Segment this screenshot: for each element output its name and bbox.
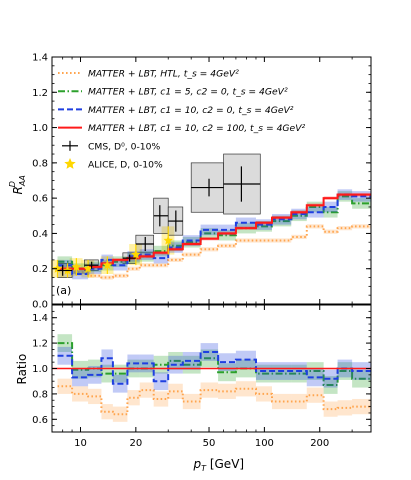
top-panel: 0.0 0.2 0.4 0.6 0.8 1.0 1.2 1.4 (a) RAAD [8, 53, 372, 311]
htl-band [323, 229, 338, 234]
legend-label: MATTER + LBT, c1 = 10, c2 = 0, t_s = 4Ge… [88, 105, 294, 116]
legend-label: MATTER + LBT, c1 = 5, c2 = 0, t_s = 4GeV… [88, 87, 288, 98]
y-tick-label: 0.6 [32, 194, 48, 205]
htl-band [235, 238, 256, 243]
legend: MATTER + LBT, HTL, t_s = 4GeV² MATTER + L… [58, 69, 305, 171]
c1_10-band [306, 206, 324, 218]
c1_5-line-ratio [57, 342, 371, 386]
bottom-ylabel: Ratio [15, 354, 29, 385]
htl-band [72, 270, 89, 275]
x-label-unit: [GeV] [206, 457, 244, 471]
alice-point [163, 235, 173, 245]
htl-band [112, 406, 128, 422]
c1_10-band [255, 219, 272, 230]
x-tick-label: 100 [255, 438, 274, 449]
htl-line-ratio [57, 385, 371, 416]
htl-band [337, 400, 353, 416]
legend-label: MATTER + LBT, c1 = 10, c2 = 100, t_s = 4… [88, 123, 305, 134]
c1_10-band [291, 208, 307, 220]
top-ylabel-sub: AA [18, 175, 27, 187]
c1_10-band [168, 242, 183, 253]
y-tick-label: 1.2 [32, 88, 48, 99]
c1_5-band [291, 210, 307, 222]
y-tick-label: 1.4 [32, 313, 48, 324]
htl-band [88, 388, 102, 405]
htl-band [306, 387, 324, 403]
c1_10-band [182, 351, 201, 370]
htl-band [218, 243, 236, 248]
htl-band [168, 383, 183, 399]
c1_5-band [352, 198, 371, 209]
htl-band [200, 382, 219, 398]
top-ylabel: RAAD [8, 175, 27, 194]
panel-label: (a) [56, 284, 71, 297]
c1_5-band [57, 334, 73, 352]
x-axis: 10 20 50 100 200 pT [GeV] [74, 438, 329, 473]
y-tick-label: 0.8 [32, 389, 48, 400]
c1_10-band [200, 224, 219, 236]
c1_5-band [72, 360, 89, 379]
c1_10-band [88, 365, 102, 384]
htl-band [352, 224, 371, 229]
legend-label: MATTER + LBT, HTL, t_s = 4GeV² [88, 69, 239, 80]
c1_10-band [57, 259, 73, 271]
c1_5-band [271, 215, 292, 227]
x-tick-label: 50 [203, 438, 216, 449]
alice-point [52, 263, 63, 273]
c1_5-band [218, 229, 236, 241]
y-tick-label: 1.0 [32, 123, 48, 134]
htl-band [271, 238, 292, 243]
alice-point [102, 260, 113, 270]
x-tick-label: 200 [310, 438, 329, 449]
x-axis-label: pT [GeV] [193, 457, 245, 473]
c1_10-band [72, 368, 89, 387]
x-label-sub: T [201, 464, 207, 473]
y-tick-label: 0.0 [32, 300, 48, 311]
htl-line [57, 225, 371, 279]
c1_10-line-ratio [57, 351, 371, 385]
y-tick-label: 1.0 [32, 364, 48, 375]
bottom-panel: 0.6 0.8 1.0 1.2 1.4 Ratio [15, 304, 372, 433]
y-tick-label: 0.2 [32, 264, 48, 275]
y-tick-label: 1.4 [32, 53, 48, 64]
alice-point [131, 249, 141, 259]
y-tick-label: 0.4 [32, 229, 48, 240]
htl-band [101, 275, 113, 280]
htl-band [127, 266, 140, 271]
htl-band [182, 252, 201, 257]
y-tick-label: 0.8 [32, 158, 48, 169]
c1_5-band [168, 240, 183, 252]
x-tick-label: 10 [74, 438, 87, 449]
htl-band [57, 378, 73, 394]
alice-point [83, 263, 93, 273]
c1_5-band [57, 256, 73, 267]
htl-band [101, 404, 113, 420]
c1_10-band [88, 263, 102, 275]
htl-band [139, 263, 154, 268]
legend-alice-marker [64, 158, 76, 169]
c1_10-band [323, 369, 338, 388]
htl-band [72, 386, 89, 402]
y-tick-label: 1.2 [32, 339, 48, 350]
y-tick-label: 0.6 [32, 415, 48, 426]
x-tick-label: 20 [129, 438, 142, 449]
legend-label: CMS, D⁰, 0-10% [88, 141, 160, 152]
htl-band [271, 393, 292, 410]
c1_5-band [323, 206, 338, 218]
htl-band [323, 401, 338, 417]
c1_10_c2_100-line [57, 193, 371, 270]
c1_5-band [112, 256, 128, 267]
x-label-main: p [193, 457, 202, 471]
c1_10-band [306, 368, 324, 387]
c1_10-band [218, 353, 236, 372]
top-ylabel-sup: D [8, 181, 17, 187]
c1_10-band [57, 346, 73, 365]
legend-label: ALICE, D, 0-10% [88, 160, 163, 171]
c1_10-band [200, 343, 219, 361]
htl-band [235, 381, 256, 397]
htl-band [291, 234, 307, 240]
alice-point [71, 261, 82, 271]
